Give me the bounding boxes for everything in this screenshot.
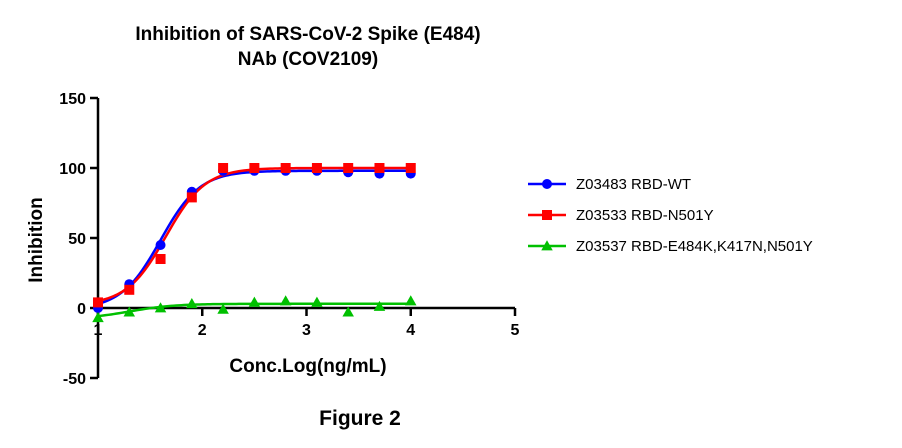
data-point-series-2	[123, 306, 136, 317]
legend-label: Z03533 RBD-N501Y	[576, 207, 714, 224]
data-point-series-2	[405, 295, 417, 306]
data-point-series-1	[155, 254, 166, 264]
data-point-series-1	[249, 163, 260, 173]
data-point-series-1	[311, 163, 322, 173]
y-tick-label: 50	[68, 231, 86, 248]
data-point-series-2	[154, 302, 167, 313]
chart-subtitle: NAb (COV2109)	[238, 49, 378, 70]
data-point-series-2	[186, 298, 198, 309]
data-points	[92, 163, 417, 323]
data-point-series-1	[280, 163, 291, 173]
legend-marker	[541, 240, 553, 251]
x-tick-label: 4	[406, 322, 415, 339]
data-point-series-2	[217, 303, 229, 314]
legend-label: Z03483 RBD-WT	[576, 176, 691, 193]
data-point-series-1	[374, 163, 385, 173]
y-tick-label: 100	[59, 161, 86, 178]
data-point-series-2	[311, 296, 323, 307]
data-point-series-2	[342, 306, 354, 317]
legend: Z03483 RBD-WT Z03533 RBD-N501Y Z03537 RBD-…	[528, 176, 813, 255]
data-point-series-1	[343, 163, 354, 173]
x-tick-label: 1	[94, 322, 103, 339]
data-point-series-1	[218, 163, 229, 173]
legend-marker	[542, 210, 552, 220]
legend-marker	[542, 179, 552, 189]
fit-curve-series-1	[97, 166, 411, 303]
y-tick-label: -50	[63, 371, 86, 388]
legend-label: Z03537 RBD-E484K,K417N,N501Y	[576, 238, 813, 255]
data-point-series-1	[93, 297, 103, 308]
y-tick-label: 0	[77, 301, 86, 318]
data-point-series-1	[124, 284, 135, 295]
data-point-series-2	[248, 296, 261, 307]
fit-curves	[97, 166, 411, 318]
data-point-series-1	[405, 163, 416, 173]
figure-caption: Figure 2	[319, 407, 401, 430]
x-tick-label: 5	[511, 322, 520, 339]
data-point-series-2	[92, 312, 104, 323]
data-point-series-2	[373, 300, 386, 311]
chart-title: Inhibition of SARS-CoV-2 Spike (E484)	[135, 24, 480, 45]
axes: -50 0 50 100 150 1 2 3 4 5	[59, 91, 519, 388]
y-axis-label: Inhibition	[26, 197, 47, 282]
x-tick-label: 3	[302, 322, 311, 339]
data-point-series-2	[279, 295, 292, 306]
fit-curve-series-0	[97, 169, 411, 306]
x-tick-label: 2	[198, 322, 207, 339]
data-point-series-1	[186, 192, 197, 203]
data-point-series-0	[155, 240, 166, 250]
y-tick-label: 150	[59, 91, 86, 108]
x-axis-label: Conc.Log(ng/mL)	[229, 356, 386, 377]
